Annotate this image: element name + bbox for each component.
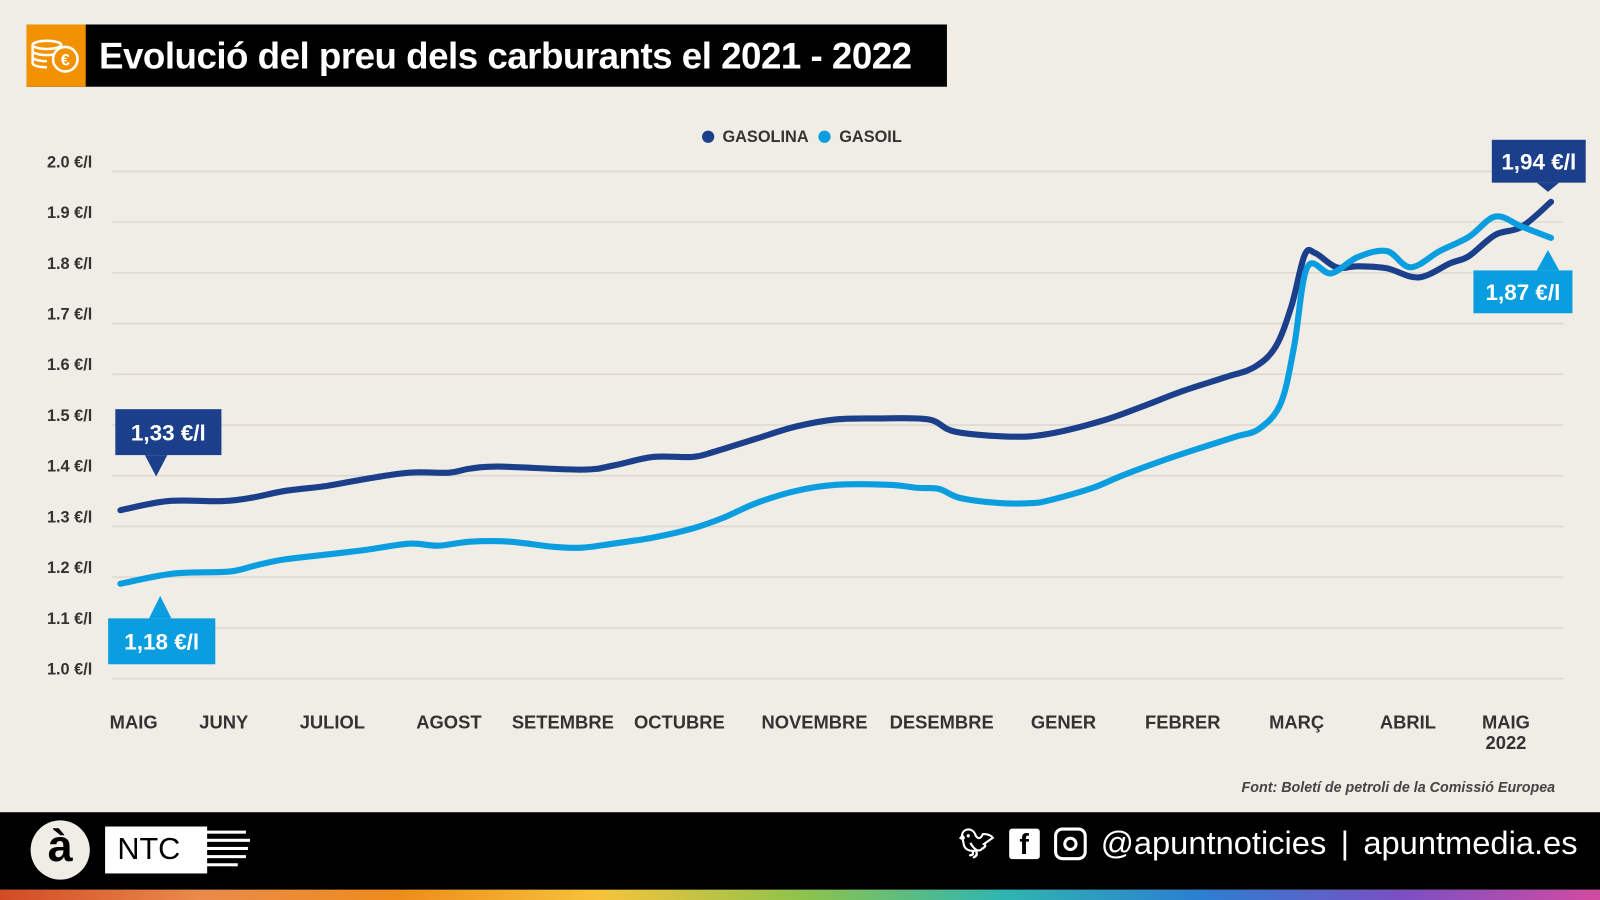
ntc-stripes-icon [194, 830, 250, 867]
x-tick-label: MAIG [110, 712, 158, 733]
legend-label: GASOIL [839, 128, 902, 146]
y-tick-label: 1.7 €/l [47, 305, 92, 323]
source-note: Font: Boletí de petroli de la Comissió E… [1241, 778, 1556, 795]
legend-item-gasoil: GASOIL [818, 128, 902, 147]
chart-title: Evolució del preu dels carburants el 202… [98, 34, 912, 77]
callout-pointer [148, 595, 172, 619]
callout-label: 1,94 €/l [1501, 149, 1576, 174]
y-tick-label: 1.6 €/l [47, 356, 92, 374]
title-bar: € Evolució del preu dels carburants el 2… [26, 24, 947, 87]
rainbow-strip [0, 889, 1600, 900]
y-tick-label: 1.2 €/l [47, 559, 92, 577]
line-chart: 2.0 €/l 1.9 €/l 1.8 €/l 1.7 €/l 1.6 €/l 1.5 €… [47, 139, 1586, 753]
site-link[interactable]: apuntmedia.es [1363, 824, 1578, 862]
footer [0, 812, 1600, 890]
x-tick-sublabel: 2022 [1486, 732, 1527, 753]
x-tick-label: ABRIL [1380, 712, 1436, 733]
x-tick-label: DESEMBRE [890, 712, 994, 733]
callout-box [108, 618, 216, 665]
callout-box [115, 409, 222, 456]
price-callout-gasoil: 1,18 €/l [108, 595, 216, 665]
x-tick-label: SETEMBRE [512, 712, 614, 733]
x-tick-label: NOVEMBRE [761, 712, 867, 733]
series-line-gasoil [117, 213, 1555, 587]
legend-swatch-icon [818, 130, 832, 143]
y-tick-label: 1.0 €/l [47, 660, 92, 678]
x-tick-label: JUNY [199, 712, 248, 733]
callout-box [1473, 270, 1573, 314]
x-tick-label: JULIOL [300, 712, 365, 733]
twitter-icon[interactable]: 🐦︎ [958, 827, 995, 860]
y-tick-label: 1.4 €/l [47, 458, 92, 476]
handle-link[interactable]: @apuntnoticies [1100, 824, 1327, 862]
legend-label: GASOLINA [722, 128, 809, 146]
y-tick-label: 1.1 €/l [47, 610, 92, 628]
x-tick-label: AGOST [416, 712, 482, 733]
separator: | [1340, 824, 1350, 862]
price-callout-gasolina: 1,94 €/l [1491, 139, 1586, 192]
legend-swatch-icon [702, 130, 715, 143]
legend: GASOLINA GASOIL [702, 129, 902, 147]
callout-label: 1,18 €/l [124, 629, 199, 654]
svg-text:€: € [61, 51, 70, 69]
series-line-gasolina [117, 198, 1555, 514]
x-tick-label: GENER [1031, 712, 1096, 733]
x-tick-label: MARÇ [1269, 712, 1324, 733]
y-tick-label: 1.8 €/l [47, 255, 92, 273]
price-callout-gasolina: 1,33 €/l [115, 409, 222, 477]
callout-label: 1,87 €/l [1486, 280, 1561, 305]
callout-box [1491, 139, 1586, 183]
y-tick-label: 1.9 €/l [47, 204, 92, 222]
social-links: 🐦︎ f @apuntnoticies | apuntmedia.es [958, 824, 1577, 862]
y-tick-label: 1.5 €/l [47, 407, 92, 425]
callout-label: 1,33 €/l [131, 420, 206, 445]
x-tick-label: OCTUBRE [634, 712, 725, 733]
facebook-icon[interactable]: f [1008, 828, 1040, 860]
legend-item-gasolina: GASOLINA [702, 129, 809, 147]
y-tick-label: 2.0 €/l [47, 153, 92, 171]
ntc-logo[interactable]: NTC [105, 826, 250, 874]
x-tick-label: FEBRER [1145, 712, 1220, 733]
euro-coins-icon: € [26, 24, 86, 87]
callout-pointer [1536, 249, 1560, 271]
callout-pointer [1536, 182, 1560, 192]
callout-pointer [144, 455, 168, 477]
apunt-logo[interactable]: à [30, 820, 90, 880]
price-callout-gasoil: 1,87 €/l [1473, 249, 1573, 314]
ntc-logo-text: NTC [117, 832, 181, 867]
y-tick-label: 1.3 €/l [47, 508, 92, 526]
instagram-icon[interactable] [1053, 827, 1087, 860]
x-tick-label: MAIG [1482, 712, 1530, 733]
